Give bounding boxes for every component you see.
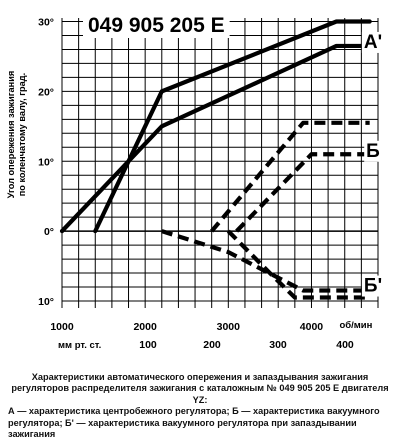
ignition-advance-chart: 30° 20° 10° 0° 10° Угол опережения зажигания п… — [6, 13, 385, 351]
y-tick-label: 20° — [38, 86, 54, 98]
x-unit-vacuum: мм рт. ст. — [58, 340, 101, 351]
curve-label-background — [361, 275, 385, 297]
x-tick-label-rpm: 1000 — [50, 321, 74, 333]
curve-label: Б — [366, 141, 380, 162]
series-line — [93, 19, 372, 234]
y-tick-label: 0° — [44, 226, 54, 238]
chart-title: 049 905 205 E — [88, 14, 225, 37]
series-line — [161, 229, 370, 293]
chart-labels: 049 905 205 E А' Б Б' — [83, 13, 385, 297]
chart-series — [59, 19, 372, 300]
curve-label: Б' — [364, 276, 382, 297]
x-unit-rpm: об/мин — [339, 320, 372, 331]
series-line — [235, 152, 370, 233]
title-background — [83, 13, 230, 38]
x-tick-label-vacuum: 100 — [139, 339, 157, 351]
y-tick-label: 30° — [38, 16, 54, 28]
y-tick-label: 10° — [38, 156, 54, 168]
caption-heading: Характеристики автоматического опережени… — [11, 372, 389, 405]
y-axis-label: Угол опережения зажигания — [6, 71, 16, 199]
x-tick-label-rpm: 3000 — [217, 321, 241, 333]
series-line — [210, 120, 370, 233]
x-tick-label-vacuum: 200 — [203, 339, 221, 351]
figure-caption: Характеристики автоматического опережени… — [4, 372, 396, 440]
curve-label-background — [364, 140, 382, 162]
x-tick-label-vacuum: 400 — [336, 339, 354, 351]
caption-definitions: А — характеристика центробежного регулят… — [8, 406, 380, 440]
chart-axes: 30° 20° 10° 0° 10° Угол опережения зажигания п… — [6, 16, 378, 351]
y-tick-label: 10° — [38, 296, 54, 308]
series-line — [226, 229, 370, 300]
y-axis-label: по коленчатому валу, град. — [17, 73, 27, 196]
x-tick-label-vacuum: 300 — [269, 339, 287, 351]
x-tick-label-rpm: 2000 — [133, 321, 157, 333]
chart-grid — [61, 18, 379, 308]
curve-label-background — [361, 31, 385, 53]
curve-label: А' — [364, 32, 382, 53]
series-line — [59, 43, 372, 234]
x-tick-label-rpm: 4000 — [300, 321, 324, 333]
